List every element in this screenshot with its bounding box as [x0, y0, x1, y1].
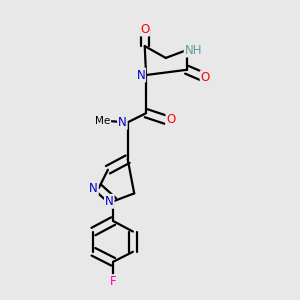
Text: F: F [110, 275, 116, 288]
Text: NH: NH [184, 44, 202, 56]
Text: Me: Me [95, 116, 110, 126]
Text: O: O [140, 22, 149, 35]
Text: O: O [167, 113, 176, 126]
Text: N: N [105, 195, 114, 208]
Text: N: N [89, 182, 98, 195]
Text: O: O [201, 71, 210, 84]
Text: N: N [118, 116, 127, 129]
Text: N: N [136, 68, 145, 82]
